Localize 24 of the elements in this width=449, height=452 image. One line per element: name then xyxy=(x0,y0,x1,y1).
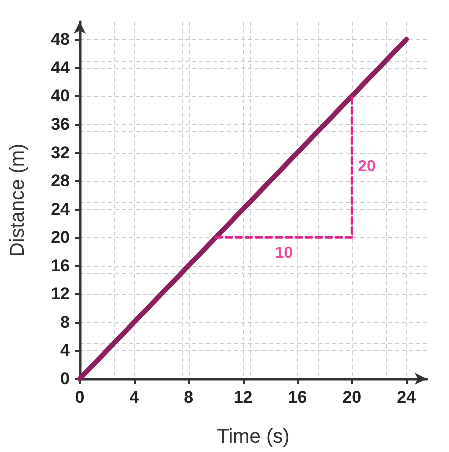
y-tick-label: 4 xyxy=(60,341,71,360)
y-tick-label: 24 xyxy=(51,200,71,219)
y-tick-label: 0 xyxy=(60,370,70,388)
y-tick-label: 36 xyxy=(51,115,70,134)
x-tick-label: 0 xyxy=(75,388,85,407)
y-tick-label: 44 xyxy=(51,58,71,78)
y-tick-label: 48 xyxy=(51,30,70,50)
x-tick-label: 16 xyxy=(288,388,308,407)
y-tick-label: 16 xyxy=(51,256,70,276)
x-tick-label: 12 xyxy=(234,388,253,407)
annotation: 20 xyxy=(358,158,376,176)
y-tick-label: 8 xyxy=(60,312,70,332)
x-tick-label: 24 xyxy=(397,388,417,407)
y-axis-title: Distance (m) xyxy=(7,144,29,258)
y-tick-label: 32 xyxy=(51,143,70,162)
y-tick-label: 28 xyxy=(51,172,70,191)
annotation: 10 xyxy=(275,245,294,262)
x-tick-label: 20 xyxy=(342,388,362,407)
y-tick-label: 20 xyxy=(51,228,70,248)
x-tick-label: 4 xyxy=(130,388,140,407)
y-tick-label: 40 xyxy=(51,86,70,106)
y-tick-label: 12 xyxy=(51,284,70,304)
x-tick-label: 8 xyxy=(184,388,194,407)
x-axis-title: Time (s) xyxy=(217,426,290,448)
